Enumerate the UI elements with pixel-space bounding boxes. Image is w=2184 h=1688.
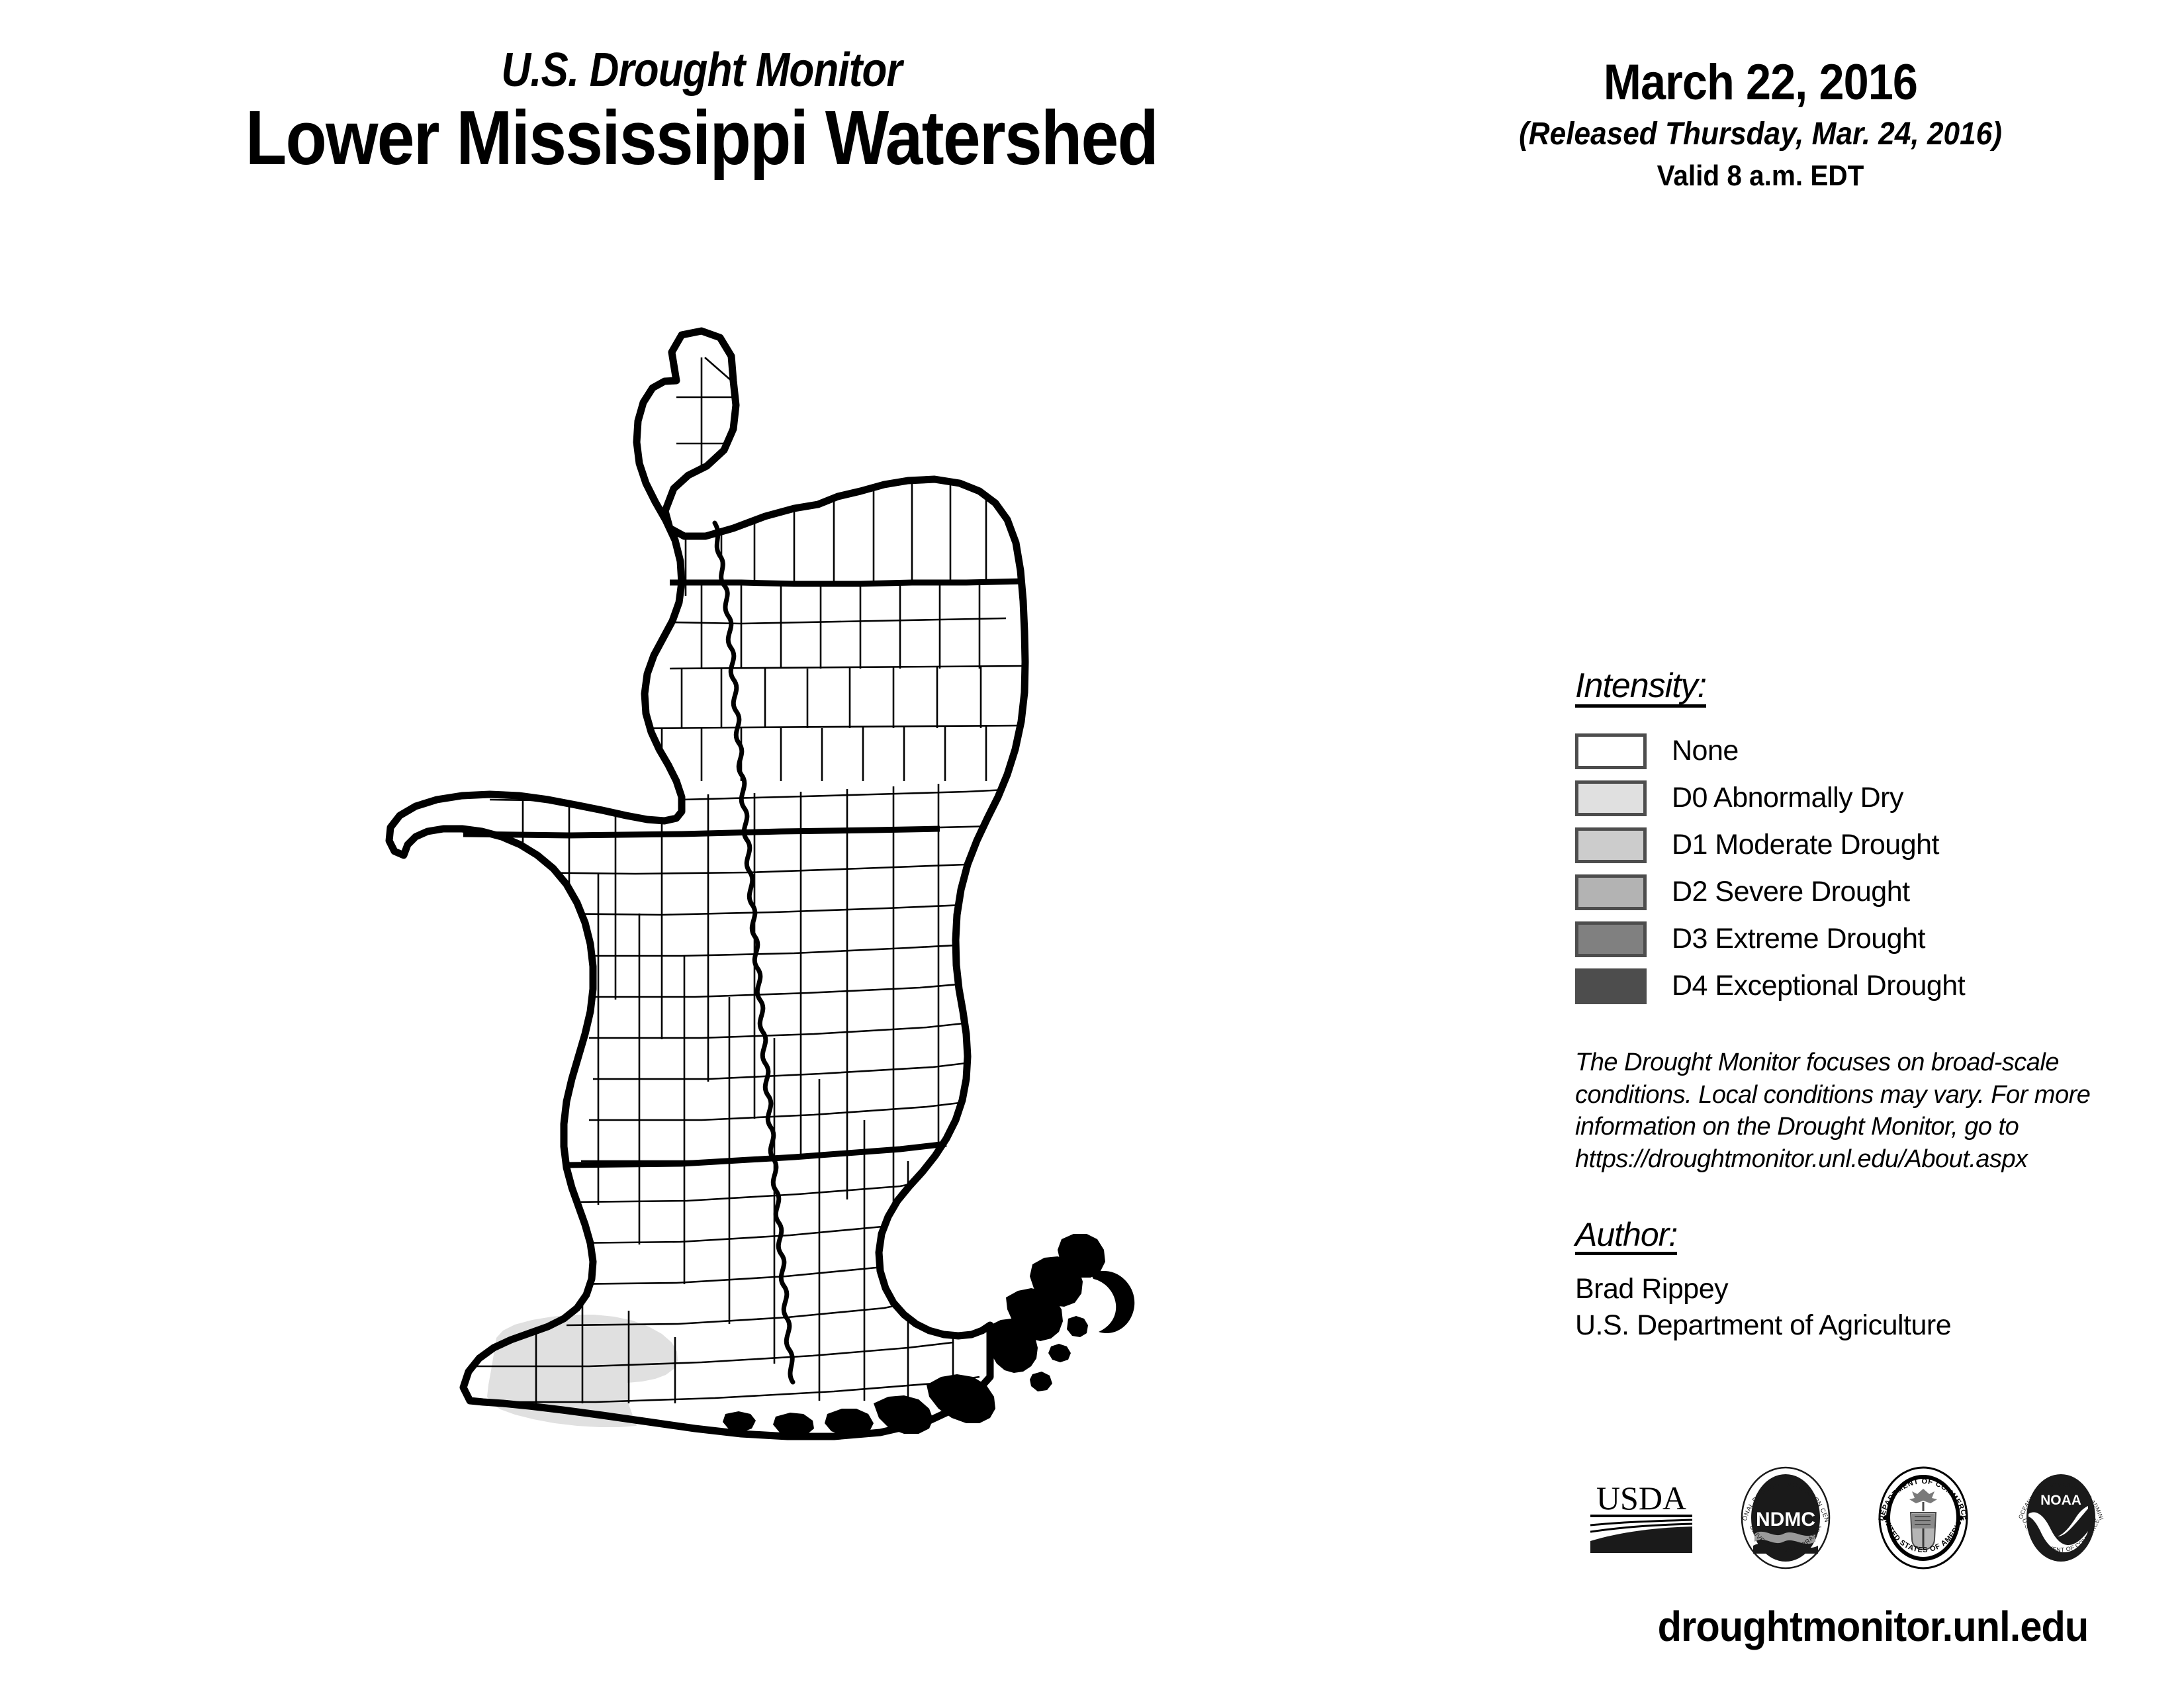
valid-date: March 22, 2016 — [1603, 54, 1918, 111]
svg-text:NDMC: NDMC — [1756, 1509, 1815, 1530]
svg-text:NOAA: NOAA — [2040, 1493, 2081, 1508]
valid-time: Valid 8 a.m. EDT — [1657, 159, 1864, 192]
ndmc-logo: NDMC NATIONAL DROUGHT MITIGATION CENTER … — [1733, 1460, 1835, 1574]
legend-item-d4[interactable]: D4 Exceptional Drought — [1575, 962, 2171, 1009]
legend-swatch-d1 — [1575, 827, 1647, 863]
page-title: Lower Mississippi Watershed — [245, 95, 1159, 181]
mississippi-river — [712, 520, 796, 1385]
site-url[interactable]: droughtmonitor.unl.edu — [1657, 1603, 2089, 1650]
watershed-map-svg[interactable] — [371, 318, 1403, 1575]
author-heading: Author: — [1575, 1218, 1678, 1255]
author-name: Brad Rippey — [1575, 1272, 1729, 1305]
header-title-block: U.S. Drought Monitor Lower Mississippi W… — [40, 46, 1363, 179]
author-block: Brad Rippey U.S. Department of Agricultu… — [1575, 1271, 2171, 1344]
legend-swatch-none — [1575, 733, 1647, 769]
legend-list: None D0 Abnormally Dry D1 Moderate Droug… — [1575, 727, 2171, 1009]
legend-swatch-d3 — [1575, 921, 1647, 957]
intensity-heading: Intensity: — [1575, 669, 1707, 708]
legend-label-d0: D0 Abnormally Dry — [1672, 782, 1903, 814]
legend-swatch-d2 — [1575, 874, 1647, 910]
watershed-outline — [385, 327, 1029, 1440]
legend-swatch-d0 — [1575, 780, 1647, 816]
legend-label-d4: D4 Exceptional Drought — [1672, 970, 1966, 1002]
released-date: (Released Thursday, Mar. 24, 2016) — [1519, 116, 2002, 152]
legend-item-d0[interactable]: D0 Abnormally Dry — [1575, 774, 2171, 821]
legend-item-d1[interactable]: D1 Moderate Drought — [1575, 821, 2171, 868]
header-date-block: March 22, 2016 (Released Thursday, Mar. … — [1476, 56, 2045, 192]
legend-swatch-d4 — [1575, 968, 1647, 1004]
legend-item-none[interactable]: None — [1575, 727, 2171, 774]
page-supertitle: U.S. Drought Monitor — [501, 44, 902, 97]
disclaimer-text: The Drought Monitor focuses on broad-sca… — [1575, 1049, 2091, 1173]
legend-label-none: None — [1672, 735, 1739, 767]
legend-label-d3: D3 Extreme Drought — [1672, 923, 1925, 955]
author-affiliation: U.S. Department of Agriculture — [1575, 1309, 1952, 1341]
agency-logos: USDA NDMC NATIONAL DROUGHT MITIGATION CE… — [1585, 1453, 2181, 1585]
legend-item-d3[interactable]: D3 Extreme Drought — [1575, 915, 2171, 962]
gulf-coast-delta — [723, 1234, 1135, 1436]
noaa-logo: NOAA NATIONAL OCEANIC AND ATMOSPHERIC AD… — [2009, 1460, 2111, 1574]
legend-label-d2: D2 Severe Drought — [1672, 876, 1910, 908]
usda-logo: USDA — [1585, 1475, 1698, 1564]
legend-item-d2[interactable]: D2 Severe Drought — [1575, 868, 2171, 915]
doc-logo: DEPARTMENT OF COMMERCE UNITED STATES OF … — [1874, 1465, 1973, 1574]
legend-panel: Intensity: None D0 Abnormally Dry D1 Mod… — [1575, 669, 2171, 1344]
svg-text:USDA: USDA — [1596, 1479, 1686, 1517]
legend-label-d1: D1 Moderate Drought — [1672, 829, 1940, 861]
drought-map[interactable] — [371, 318, 1403, 1575]
